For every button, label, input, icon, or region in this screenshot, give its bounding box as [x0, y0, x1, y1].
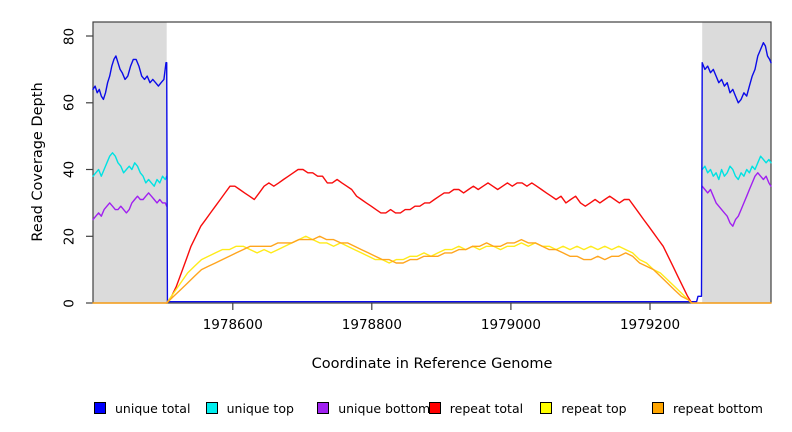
legend-swatch	[317, 402, 330, 414]
masked-region	[702, 22, 771, 303]
legend-item-repeat-bottom: repeat bottom	[652, 400, 763, 416]
legend-swatch	[205, 402, 218, 414]
series-line-unique-total	[92, 42, 772, 303]
legend-swatch	[428, 402, 441, 414]
legend-item-unique-top: unique top	[205, 400, 294, 416]
legend-label: unique total	[115, 400, 191, 416]
legend-item-unique-bottom: unique bottom	[317, 400, 431, 416]
series-line-repeat-total	[165, 168, 693, 304]
legend-label: repeat top	[561, 400, 627, 416]
series-line-unique-bottom	[701, 172, 772, 227]
x-tick-label: 1978600	[202, 317, 263, 333]
legend-swatch	[94, 402, 106, 414]
legend-swatch	[540, 402, 553, 414]
legend-item-repeat-top: repeat top	[540, 400, 627, 416]
series-line-unique-top	[92, 152, 168, 187]
plot-frame	[92, 21, 772, 304]
legend-label: unique bottom	[338, 400, 431, 416]
x-tick-label: 1979200	[619, 317, 681, 333]
legend-swatch	[652, 402, 664, 414]
series-line-unique-top	[701, 155, 772, 181]
y-axis-title: Read Coverage Depth	[30, 82, 46, 242]
y-tick-label: 40	[61, 160, 78, 179]
y-tick-label: 60	[61, 94, 78, 112]
series-line-unique-bottom	[92, 192, 168, 221]
y-tick-label: 0	[61, 298, 78, 308]
y-tick-label: 80	[61, 27, 78, 45]
series-line-repeat-top	[165, 235, 693, 304]
legend-label: repeat bottom	[673, 400, 763, 416]
legend-label: unique top	[226, 400, 294, 416]
y-tick-label: 20	[61, 227, 78, 245]
legend-item-repeat-total: repeat total	[428, 400, 524, 416]
x-axis-title: Coordinate in Reference Genome	[311, 356, 553, 372]
x-tick-label: 1978800	[341, 317, 402, 333]
series-line-repeat-bottom	[92, 235, 772, 304]
legend-item-unique-total: unique total	[94, 400, 191, 416]
masked-region	[93, 22, 167, 303]
legend-label: repeat total	[449, 400, 524, 416]
x-tick-label: 1979000	[480, 317, 541, 333]
